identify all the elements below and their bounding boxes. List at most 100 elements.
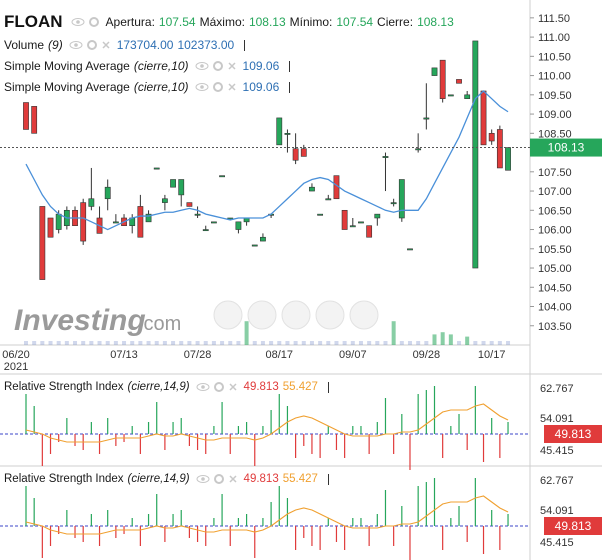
volume-bar bbox=[293, 341, 298, 345]
volume-legend: Volume (9) 173704.00 102373.00 bbox=[4, 38, 246, 52]
eye-icon[interactable] bbox=[196, 474, 210, 484]
candle bbox=[39, 206, 46, 280]
sma-tools[interactable] bbox=[195, 60, 237, 72]
volume-bar bbox=[416, 341, 421, 345]
candle bbox=[382, 152, 389, 192]
volume-bar bbox=[228, 341, 233, 345]
gear-icon[interactable] bbox=[212, 60, 224, 72]
scroll-left-icon bbox=[213, 300, 243, 330]
candle-body bbox=[178, 179, 185, 196]
gear-icon[interactable] bbox=[213, 381, 225, 393]
candle-body bbox=[496, 129, 503, 169]
candle bbox=[472, 40, 479, 269]
volume-tools[interactable] bbox=[69, 39, 111, 51]
rsi-scale-label: 54.091 bbox=[540, 505, 574, 517]
candle bbox=[464, 90, 471, 99]
candle bbox=[496, 125, 503, 169]
candle-body bbox=[325, 198, 332, 201]
close-icon[interactable] bbox=[227, 82, 237, 92]
volume-bar bbox=[497, 341, 502, 345]
rsi-tools[interactable] bbox=[196, 473, 238, 485]
close-icon[interactable] bbox=[101, 40, 111, 50]
close-value: 108.13 bbox=[417, 15, 454, 29]
candle-body bbox=[194, 213, 201, 216]
rsi-panel-1: 62.767 54.091 45.415 49.813 bbox=[0, 383, 602, 470]
open-value: 107.54 bbox=[158, 15, 196, 29]
candle bbox=[300, 144, 307, 157]
candle bbox=[243, 217, 250, 226]
sma-tools[interactable] bbox=[195, 81, 237, 93]
eye-icon[interactable] bbox=[195, 61, 209, 71]
candle-body bbox=[456, 79, 462, 84]
sma-value: 109.06 bbox=[242, 59, 280, 73]
volume-bar bbox=[146, 341, 151, 345]
candle-body bbox=[423, 117, 430, 120]
candle-body bbox=[251, 244, 258, 247]
eye-icon[interactable] bbox=[196, 382, 210, 392]
rsi-current-value: 49.813 bbox=[555, 427, 592, 441]
volume-value-2: 102373.00 bbox=[177, 38, 235, 52]
volume-bar bbox=[301, 341, 306, 345]
rsi-tools[interactable] bbox=[196, 381, 238, 393]
sma-label: Simple Moving Average bbox=[4, 59, 130, 73]
time-tick-label: 07/28 bbox=[184, 349, 212, 361]
close-label: Cierre: bbox=[377, 15, 414, 29]
volume-bar bbox=[342, 341, 347, 345]
legend-tools[interactable] bbox=[71, 16, 100, 28]
candle bbox=[456, 79, 462, 84]
gear-icon[interactable] bbox=[212, 81, 224, 93]
candle bbox=[72, 206, 78, 226]
time-tick-label: 07/13 bbox=[110, 349, 138, 361]
rsi-scale-label: 45.415 bbox=[540, 537, 574, 549]
gear-icon[interactable] bbox=[88, 16, 100, 28]
volume-bar bbox=[105, 341, 110, 345]
volume-bar bbox=[285, 341, 290, 345]
rsi-signal-line bbox=[25, 403, 509, 443]
time-tick-label: 06/20 bbox=[2, 349, 30, 361]
candle-body bbox=[366, 225, 373, 238]
eye-icon[interactable] bbox=[71, 17, 85, 27]
candle bbox=[505, 147, 511, 171]
price-tick-label: 111.50 bbox=[538, 13, 570, 25]
price-tick-label: 109.50 bbox=[538, 90, 572, 102]
investing-watermark: Investing .com bbox=[14, 304, 181, 337]
rsi-scale-label: 62.767 bbox=[540, 475, 574, 487]
close-icon[interactable] bbox=[227, 61, 237, 71]
candle bbox=[358, 221, 364, 224]
zoom-out-icon bbox=[247, 300, 277, 330]
zoom-in-icon bbox=[281, 300, 311, 330]
gear-icon[interactable] bbox=[213, 473, 225, 485]
volume-bar bbox=[334, 341, 339, 345]
volume-label: Volume bbox=[4, 38, 45, 52]
candle-body bbox=[407, 248, 413, 251]
candle-body bbox=[398, 179, 405, 219]
volume-bar bbox=[48, 341, 53, 345]
gear-icon[interactable] bbox=[86, 39, 98, 51]
watermark-suffix: .com bbox=[138, 313, 181, 335]
sma-param: (cierre,10) bbox=[133, 59, 189, 73]
candle-body bbox=[374, 213, 381, 219]
candle-body bbox=[202, 229, 209, 232]
rsi-legend-2: Relative Strength Index (cierre,14,9) 49… bbox=[4, 473, 329, 485]
close-icon[interactable] bbox=[228, 382, 238, 392]
close-icon[interactable] bbox=[228, 474, 238, 484]
candle bbox=[227, 217, 234, 220]
legend-divider bbox=[327, 473, 329, 485]
volume-bar bbox=[375, 341, 380, 345]
volume-bar bbox=[252, 341, 257, 345]
volume-bar bbox=[154, 341, 159, 345]
price-tick-label: 107.50 bbox=[538, 167, 572, 179]
eye-icon[interactable] bbox=[69, 40, 83, 50]
candle bbox=[260, 233, 266, 242]
candle-body bbox=[104, 186, 111, 200]
candle bbox=[235, 221, 242, 234]
volume-bar bbox=[171, 341, 176, 345]
eye-icon[interactable] bbox=[195, 82, 209, 92]
candle-body bbox=[227, 217, 234, 220]
legend-divider bbox=[289, 60, 291, 72]
sma-param: (cierre,10) bbox=[133, 80, 189, 94]
candle-body bbox=[309, 186, 315, 192]
sma-label: Simple Moving Average bbox=[4, 80, 130, 94]
candle bbox=[194, 206, 201, 218]
